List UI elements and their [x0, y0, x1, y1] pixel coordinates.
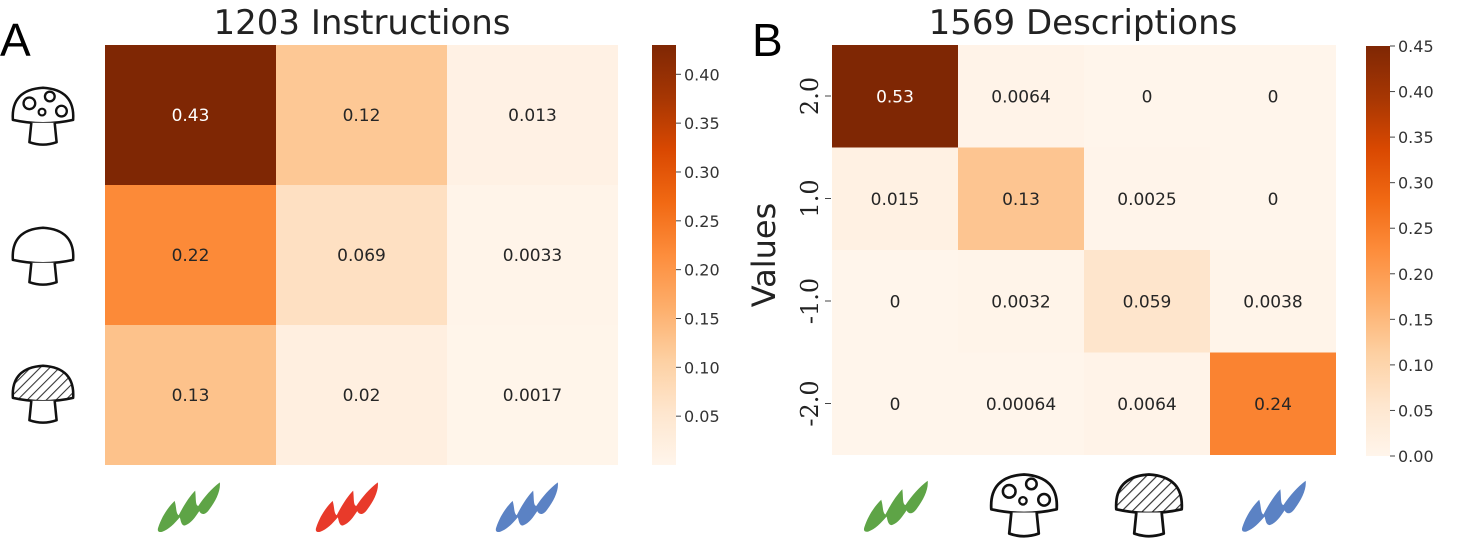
heatmap-cell	[276, 185, 447, 325]
heatmap-cell	[1210, 250, 1336, 353]
cell-value-label: 0.53	[876, 87, 914, 107]
cell-value-label: 0.13	[1002, 190, 1040, 210]
panel-label-a: A	[0, 14, 31, 66]
chart-b-ylabel: Values	[745, 203, 783, 308]
colorbar-tick-label: 0.05	[684, 407, 720, 426]
ytick-label: -1.0	[796, 278, 824, 324]
cell-value-label: 0.0025	[1117, 190, 1176, 210]
colorbar-tick-label: 0.20	[684, 261, 720, 280]
striped-mushroom-icon	[1114, 473, 1184, 538]
cell-value-label: 0.00064	[986, 395, 1056, 415]
ytick-label: 1.0	[796, 179, 824, 217]
heatmap-cell	[958, 147, 1084, 250]
colorbar-tick-label: 0.45	[1398, 37, 1434, 56]
cell-value-label: 0.43	[172, 106, 210, 126]
colorbar-tick-label: 0.00	[1398, 447, 1434, 466]
cell-value-label: 0.0017	[503, 386, 562, 406]
cell-value-label: 0.12	[343, 106, 381, 126]
cell-value-label: 0	[1268, 190, 1279, 210]
blue-brushstroke-icon	[1241, 480, 1306, 532]
heatmap-cell	[105, 185, 276, 325]
heatmap-cell	[1210, 147, 1336, 250]
heatmap-cell	[958, 45, 1084, 148]
heatmap-cell	[832, 352, 958, 455]
heatmap-b: 0.53 0.0064 0 0 0.015 0.13 0.0025 0 0 0.0032 0.059…	[832, 45, 1336, 455]
spotted-mushroom-icon	[989, 473, 1059, 538]
chart-b-title: 1569 Descriptions	[929, 3, 1238, 43]
red-brushstroke-icon	[315, 482, 378, 532]
cell-value-label: 0.069	[337, 246, 386, 266]
colorbar-tick-label: 0.10	[684, 358, 720, 377]
colorbar-tick-label: 0.30	[684, 163, 720, 182]
heatmap-cell	[105, 325, 276, 465]
heatmap-cell	[447, 325, 618, 465]
cell-value-label: 0.0064	[1117, 395, 1176, 415]
cell-value-label: 0.0032	[991, 292, 1050, 312]
colorbar-tick-label: 0.15	[1398, 310, 1434, 329]
colorbar-tick-label: 0.40	[1398, 83, 1434, 102]
heatmap-cell	[276, 45, 447, 185]
cell-value-label: 0	[890, 292, 901, 312]
chart-b-ytick-labels: 2.0 1.0 -1.0 -2.0	[796, 77, 831, 427]
heatmap-cell	[105, 45, 276, 185]
heatmap-cell	[1084, 45, 1210, 148]
green-brushstroke-icon	[157, 482, 220, 532]
heatmap-cell	[832, 147, 958, 250]
cell-value-label: 0.0064	[991, 87, 1050, 107]
cell-value-label: 0.0038	[1243, 292, 1302, 312]
striped-mushroom-icon	[11, 364, 75, 424]
colorbar-tick-label: 0.35	[684, 114, 720, 133]
cell-value-label: 0.013	[508, 106, 557, 126]
chart-a-title: 1203 Instructions	[213, 3, 510, 43]
heatmap-cell	[447, 45, 618, 185]
heatmap-cell	[832, 45, 958, 148]
colorbar-a	[652, 45, 676, 465]
colorbar-tick-label: 0.05	[1398, 401, 1434, 420]
heatmap-cell	[1084, 147, 1210, 250]
plain-mushroom-icon	[11, 226, 75, 286]
heatmap-cell	[958, 352, 1084, 455]
colorbar-tick-label: 0.25	[1398, 219, 1434, 238]
cell-value-label: 0.13	[172, 386, 210, 406]
heatmap-cell	[276, 325, 447, 465]
cell-value-label: 0.02	[343, 386, 381, 406]
colorbar-tick-label: 0.15	[684, 309, 720, 328]
colorbar-tick-label: 0.20	[1398, 265, 1434, 284]
colorbar-b	[1366, 46, 1390, 456]
colorbar-tick-label: 0.25	[684, 212, 720, 231]
spotted-mushroom-icon	[11, 86, 75, 146]
cell-value-label: 0.24	[1254, 395, 1292, 415]
heatmap-cell	[1084, 352, 1210, 455]
colorbar-b-ticks: 0.00 0.05 0.10 0.15 0.20 0.25 0.30 0.35 0.40 0.45	[1390, 37, 1434, 466]
cell-value-label: 0.059	[1123, 292, 1172, 312]
heatmap-cell	[958, 250, 1084, 353]
heatmap-cell	[1210, 352, 1336, 455]
colorbar-a-ticks: 0.05 0.10 0.15 0.20 0.25 0.30 0.35 0.40	[676, 65, 720, 426]
cell-value-label: 0.015	[871, 190, 920, 210]
ytick-label: 2.0	[796, 77, 824, 115]
colorbar-tick-label: 0.10	[1398, 356, 1434, 375]
colorbar-tick-label: 0.40	[684, 65, 720, 84]
heatmap-cell	[832, 250, 958, 353]
cell-value-label: 0	[1268, 87, 1279, 107]
ytick-label: -2.0	[796, 380, 824, 426]
heatmap-cell	[447, 185, 618, 325]
heatmap-a: 0.43 0.12 0.013 0.22 0.069 0.0033 0.13 0.02 0.00…	[105, 45, 618, 465]
cell-value-label: 0.22	[172, 246, 210, 266]
green-brushstroke-icon	[863, 480, 928, 532]
blue-brushstroke-icon	[495, 482, 558, 532]
cell-value-label: 0.0033	[503, 246, 562, 266]
cell-value-label: 0	[890, 395, 901, 415]
colorbar-tick-label: 0.35	[1398, 128, 1434, 147]
heatmap-cell	[1210, 45, 1336, 148]
heatmap-cell	[1084, 250, 1210, 353]
cell-value-label: 0	[1142, 87, 1153, 107]
colorbar-tick-label: 0.30	[1398, 174, 1434, 193]
panel-label-b: B	[752, 14, 783, 66]
